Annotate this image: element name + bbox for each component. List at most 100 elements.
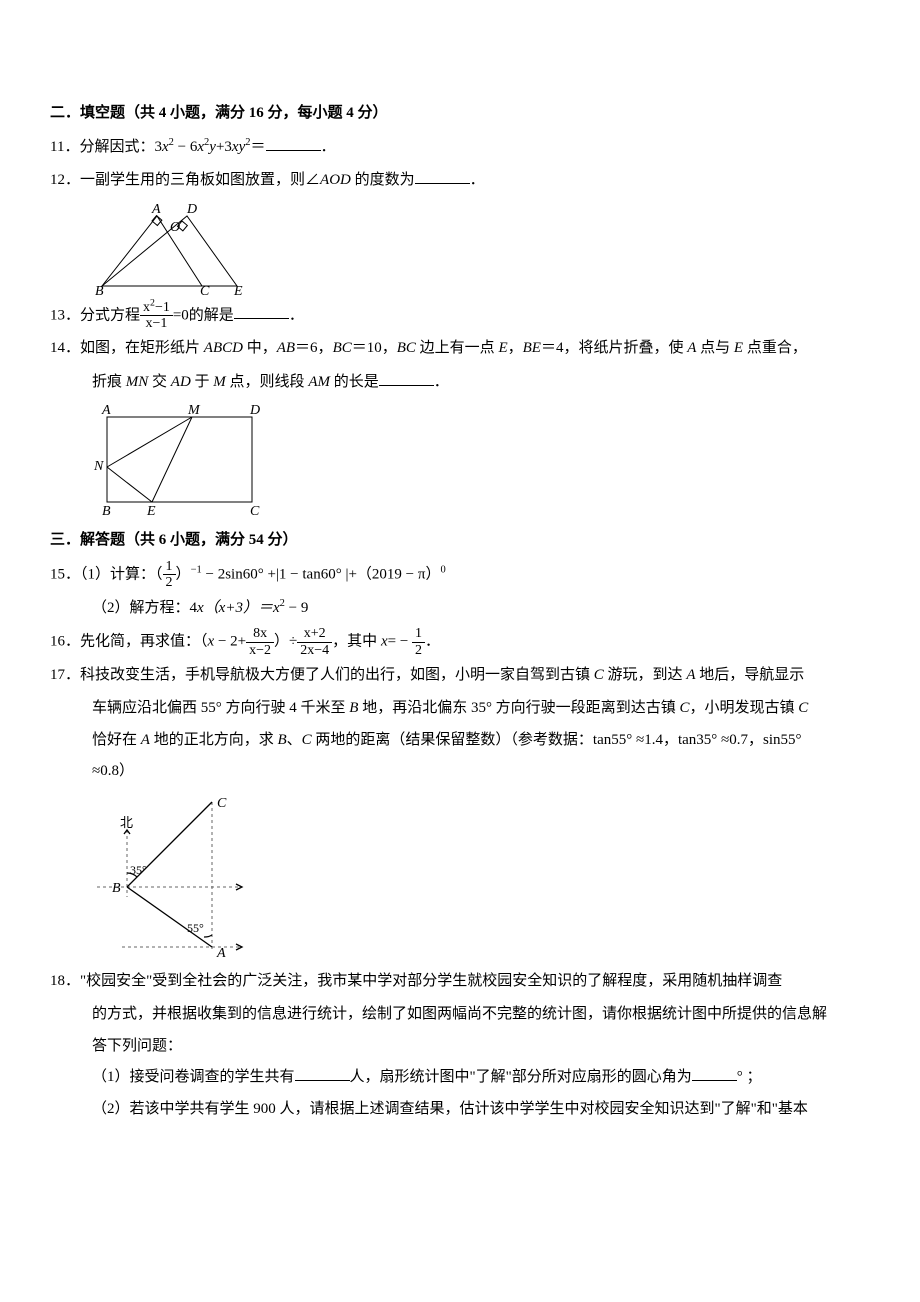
q14-l1-7: BC bbox=[397, 340, 416, 356]
q14-l1-15: E bbox=[734, 340, 743, 356]
q14-blank bbox=[379, 371, 434, 386]
q17-l2-4: ，小明发现古镇 bbox=[689, 700, 798, 716]
q14-l2-3: AD bbox=[171, 374, 191, 390]
q17-l2-0: 车辆应沿北偏西 55° 方向行驶 4 千米至 bbox=[92, 700, 349, 716]
q13-fd: x−1 bbox=[140, 316, 173, 331]
q16-suffix: ． bbox=[425, 633, 440, 649]
q17-line4: ≈0.8） bbox=[50, 756, 870, 788]
q17-label-35: 35° bbox=[130, 863, 147, 877]
q13-suffix: ． bbox=[289, 307, 304, 323]
q15-f1n: 1 bbox=[163, 559, 176, 575]
q17-num: 17． bbox=[50, 667, 80, 683]
q17-l1-4: 地后，导航显示 bbox=[695, 667, 804, 683]
question-14: 14．如图，在矩形纸片 ABCD 中，AB＝6，BC＝10，BC 边上有一点 E… bbox=[50, 333, 870, 365]
q17-l3-2: 地的正北方向，求 bbox=[150, 732, 278, 748]
q14-figure: A M D N B E C bbox=[92, 402, 267, 517]
q14-l1-16: 点重合， bbox=[743, 340, 807, 356]
q17-label-c: C bbox=[217, 796, 227, 811]
q11-prefix: 分解因式：3 bbox=[79, 139, 162, 155]
q18-num: 18． bbox=[50, 973, 80, 989]
q16-frac1: 8xx−2 bbox=[246, 626, 274, 658]
question-12: 12．一副学生用的三角板如图放置，则∠AOD 的度数为． bbox=[50, 165, 870, 197]
q13-text-a: 分式方程 bbox=[80, 307, 140, 323]
q15-num: 15． bbox=[50, 566, 80, 582]
q17-label-a: A bbox=[216, 946, 226, 961]
q15-p2-label: （2）解方程：4 bbox=[92, 600, 197, 616]
q15-p1-label: （1）计算： bbox=[80, 566, 155, 582]
q14-label-b: B bbox=[102, 504, 111, 517]
q12-label-a: A bbox=[151, 202, 161, 217]
q14-l2-0: 折痕 bbox=[92, 374, 126, 390]
q17-label-north: 北 bbox=[120, 815, 133, 830]
q18-s1a: （1）接受问卷调查的学生共有 bbox=[92, 1069, 295, 1085]
q11-blank bbox=[266, 136, 321, 151]
q18-sub2: （2）若该中学共有学生 900 人，请根据上述调查结果，估计该中学学生中对校园安… bbox=[50, 1094, 870, 1126]
q14-l1-13: A bbox=[687, 340, 696, 356]
q14-label-c: C bbox=[250, 504, 260, 517]
q17-l3-1: A bbox=[141, 732, 150, 748]
q17-l2-5: C bbox=[798, 700, 808, 716]
q18-line2: 的方式，并根据收集到的信息进行统计，绘制了如图两幅尚不完整的统计图，请你根据统计… bbox=[50, 999, 870, 1031]
q17-l3-6: 两地的距离（结果保留整数）（参考数据：tan55° ≈1.4，tan35° ≈0… bbox=[312, 732, 802, 748]
q17-l3-0: 恰好在 bbox=[92, 732, 141, 748]
q17-l3-4: 、 bbox=[287, 732, 302, 748]
q15-exp2: 0 bbox=[440, 564, 445, 575]
q17-l1-1: C bbox=[594, 667, 604, 683]
q14-suffix: ． bbox=[434, 374, 449, 390]
q14-l2-6: 点，则线段 bbox=[226, 374, 309, 390]
q17-l3-3: B bbox=[277, 732, 286, 748]
q11-var1: x bbox=[162, 139, 169, 155]
q17-label-55: 55° bbox=[187, 921, 204, 935]
q12-label-b: B bbox=[95, 284, 104, 296]
q11-text: 11．分解因式：3x2 − 6x2y+3xy2＝． bbox=[50, 139, 336, 155]
q11-var3: y bbox=[209, 139, 216, 155]
q16-d: ，其中 bbox=[332, 633, 381, 649]
q18-line3: 答下列问题： bbox=[50, 1031, 870, 1063]
q14-l1-0: 如图，在矩形纸片 bbox=[80, 340, 204, 356]
q13-fn3: −1 bbox=[155, 300, 170, 315]
q14-l2-7: AM bbox=[308, 374, 330, 390]
q14-line2: 折痕 MN 交 AD 于 M 点，则线段 AM 的长是． bbox=[50, 367, 870, 399]
q11-suffix: ． bbox=[321, 139, 336, 155]
q12-label-c: C bbox=[200, 284, 210, 296]
q14-l1-6: ＝10， bbox=[352, 340, 397, 356]
q18-blank1 bbox=[295, 1066, 350, 1081]
q14-l1-8: 边上有一点 bbox=[416, 340, 499, 356]
q15-p1-c: − 2sin60° +|1 − tan60° |+（2019 − π） bbox=[202, 566, 441, 582]
q14-l1-3: AB bbox=[277, 340, 295, 356]
q17-line2: 车辆应沿北偏西 55° 方向行驶 4 千米至 B 地，再沿北偏东 35° 方向行… bbox=[50, 693, 870, 725]
q14-l1-14: 点与 bbox=[696, 340, 734, 356]
q17-l1-2: 游玩，到达 bbox=[604, 667, 687, 683]
q12-text-a: 一副学生用的三角板如图放置，则∠ bbox=[80, 172, 320, 188]
q12-label-e: E bbox=[233, 284, 243, 296]
q18-l1: "校园安全"受到全社会的广泛关注，我市某中学对部分学生就校园安全知识的了解程度，… bbox=[80, 973, 782, 989]
q16-frac2: x+22x−4 bbox=[297, 626, 332, 658]
q17-figure: 北 35° 55° B C A bbox=[92, 792, 247, 962]
q14-label-e: E bbox=[146, 504, 156, 517]
q16-e: = − bbox=[388, 633, 412, 649]
q11-t2: +3 bbox=[216, 139, 232, 155]
q12-aod: AOD bbox=[320, 172, 351, 188]
q12-label-o: O bbox=[170, 220, 180, 235]
question-17: 17．科技改变生活，手机导航极大方便了人们的出行，如图，小明一家自驾到古镇 C … bbox=[50, 660, 870, 692]
q16-f2d: 2x−4 bbox=[297, 643, 332, 658]
q14-l2-8: 的长是 bbox=[330, 374, 379, 390]
q11-eq: ＝ bbox=[251, 139, 266, 155]
q14-l1-2: 中， bbox=[243, 340, 277, 356]
q14-l2-1: MN bbox=[126, 374, 149, 390]
section-3-title: 三．解答题（共 6 小题，满分 54 分） bbox=[50, 525, 870, 557]
q14-l1-12: ＝4，将纸片折叠，使 bbox=[541, 340, 687, 356]
q14-l2-5: M bbox=[213, 374, 226, 390]
question-13: 13．分式方程x2−1x−1=0的解是． bbox=[50, 300, 870, 332]
q14-l1-10: ， bbox=[508, 340, 523, 356]
q17-l2-2: 地，再沿北偏东 35° 方向行驶一段距离到达古镇 bbox=[358, 700, 679, 716]
q18-s1c: ° ； bbox=[737, 1069, 762, 1085]
question-11: 11．分解因式：3x2 − 6x2y+3xy2＝． bbox=[50, 132, 870, 164]
q13-num: 13． bbox=[50, 307, 80, 323]
q14-l1-4: ＝6， bbox=[295, 340, 333, 356]
q13-fn1: x bbox=[143, 300, 150, 315]
q11-t1: − 6 bbox=[174, 139, 197, 155]
q14-l1-5: BC bbox=[333, 340, 352, 356]
q14-label-n: N bbox=[93, 459, 104, 474]
q16-f3n: 1 bbox=[412, 626, 425, 642]
